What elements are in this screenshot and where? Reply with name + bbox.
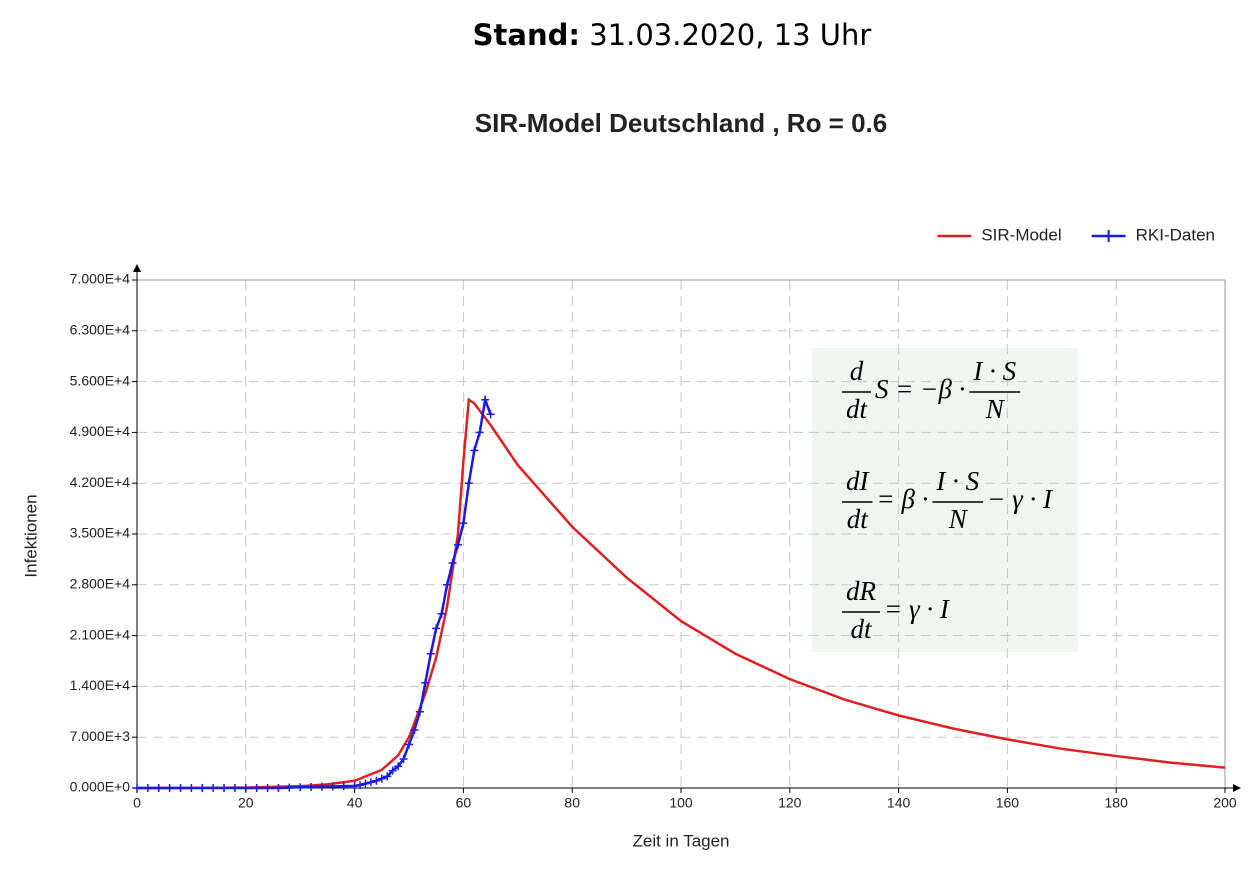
data-marker bbox=[405, 740, 413, 749]
data-marker bbox=[421, 678, 430, 687]
header: Stand: 31.03.2020, 13 Uhr bbox=[473, 18, 872, 52]
data-marker bbox=[143, 784, 152, 792]
data-marker bbox=[448, 559, 457, 568]
data-marker bbox=[187, 784, 196, 792]
data-marker bbox=[453, 540, 462, 549]
x-tick-label: 40 bbox=[347, 795, 363, 811]
equation-numerator: I · S bbox=[972, 356, 1016, 386]
x-tick-label: 60 bbox=[456, 795, 472, 811]
equation-text: S = −β · bbox=[875, 374, 965, 404]
data-marker bbox=[339, 782, 348, 791]
x-tick-label: 20 bbox=[238, 795, 254, 811]
data-marker bbox=[252, 784, 261, 792]
data-marker bbox=[394, 762, 403, 771]
data-marker bbox=[230, 784, 239, 792]
equation-box bbox=[812, 348, 1078, 652]
data-marker bbox=[361, 779, 370, 788]
data-marker bbox=[415, 707, 424, 716]
data-marker bbox=[296, 783, 305, 792]
y-tick-label: 2.100E+4 bbox=[70, 626, 131, 642]
data-marker bbox=[481, 395, 490, 404]
equation-denominator: N bbox=[985, 394, 1006, 424]
chart-title: SIR-Model Deutschland , Ro = 0.6 bbox=[475, 108, 887, 138]
x-tick-label: 120 bbox=[778, 795, 802, 811]
x-tick-label: 200 bbox=[1213, 795, 1237, 811]
equation-text: − γ · I bbox=[987, 484, 1054, 514]
y-tick-label: 6.300E+4 bbox=[70, 322, 131, 338]
data-marker bbox=[241, 784, 250, 792]
data-marker bbox=[198, 784, 207, 792]
x-tick-label: 0 bbox=[133, 795, 141, 811]
y-axis-arrow bbox=[133, 264, 141, 272]
header-value: 31.03.2020, 13 Uhr bbox=[589, 18, 871, 52]
data-marker bbox=[470, 446, 479, 455]
data-marker bbox=[307, 783, 316, 792]
x-axis-label: Zeit in Tagen bbox=[632, 831, 729, 850]
data-marker bbox=[383, 772, 392, 781]
data-marker bbox=[356, 781, 365, 790]
y-tick-label: 2.800E+4 bbox=[70, 576, 131, 592]
data-marker bbox=[366, 778, 375, 787]
data-marker bbox=[486, 410, 495, 419]
equation-numerator: dR bbox=[846, 576, 877, 606]
data-marker bbox=[154, 784, 163, 792]
data-marker bbox=[437, 609, 446, 618]
series-line bbox=[137, 394, 492, 790]
data-marker bbox=[328, 782, 337, 791]
y-axis-label: Infektionen bbox=[21, 494, 40, 577]
equation-text: = β · bbox=[877, 484, 929, 514]
x-tick-label: 100 bbox=[669, 795, 693, 811]
equation-text: = γ · I bbox=[884, 594, 951, 624]
x-tick-label: 140 bbox=[887, 795, 911, 811]
x-tick-label: 180 bbox=[1105, 795, 1129, 811]
equation-denominator: N bbox=[948, 504, 969, 534]
data-marker bbox=[426, 649, 435, 658]
data-marker bbox=[388, 766, 397, 775]
data-marker bbox=[220, 784, 229, 792]
y-tick-label: 7.000E+3 bbox=[70, 728, 131, 744]
data-marker bbox=[285, 783, 294, 792]
data-marker bbox=[263, 784, 272, 792]
data-marker bbox=[317, 782, 326, 791]
data-marker bbox=[464, 479, 473, 488]
equation-denominator: dt bbox=[850, 614, 873, 644]
y-tick-label: 0.000E+0 bbox=[70, 779, 131, 795]
data-marker bbox=[133, 784, 141, 792]
y-tick-label: 4.900E+4 bbox=[70, 423, 131, 439]
data-marker bbox=[475, 428, 484, 437]
x-tick-label: 80 bbox=[564, 795, 580, 811]
data-marker bbox=[432, 624, 441, 633]
data-marker bbox=[372, 776, 381, 785]
data-marker bbox=[377, 774, 386, 783]
equation-numerator: I · S bbox=[935, 466, 979, 496]
header-label: Stand: bbox=[473, 18, 580, 52]
x-tick-label: 160 bbox=[996, 795, 1020, 811]
y-tick-label: 4.200E+4 bbox=[70, 474, 131, 490]
equation-numerator: d bbox=[850, 356, 864, 386]
equation-denominator: dt bbox=[847, 504, 870, 534]
data-marker bbox=[209, 784, 218, 792]
legend-label: RKI-Daten bbox=[1136, 225, 1215, 244]
y-tick-label: 1.400E+4 bbox=[70, 677, 131, 693]
y-tick-label: 3.500E+4 bbox=[70, 525, 131, 541]
data-marker bbox=[176, 784, 185, 792]
x-axis-arrow bbox=[1233, 784, 1241, 792]
y-tick-label: 5.600E+4 bbox=[70, 372, 131, 388]
data-marker bbox=[274, 784, 283, 792]
equation-denominator: dt bbox=[846, 394, 869, 424]
series-line bbox=[136, 397, 1226, 790]
legend-label: SIR-Model bbox=[981, 225, 1061, 244]
y-tick-label: 7.000E+4 bbox=[70, 271, 131, 287]
data-marker bbox=[399, 754, 408, 763]
equation-numerator: dI bbox=[846, 466, 871, 496]
data-marker bbox=[165, 784, 174, 792]
data-marker bbox=[443, 580, 452, 589]
data-marker bbox=[459, 519, 468, 528]
data-marker bbox=[410, 725, 419, 734]
